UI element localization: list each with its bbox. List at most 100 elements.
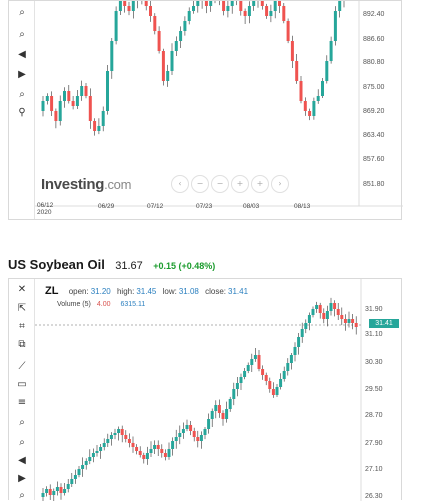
zoom-out-button[interactable]: − [191, 175, 209, 193]
instrument-change: +0.15 (+0.48%) [153, 261, 216, 271]
candle-body [67, 91, 71, 101]
zoom-out-icon[interactable]: ⌕ [19, 29, 25, 40]
candle-body [265, 6, 269, 16]
y-tick-label: 863.40 [363, 132, 385, 139]
candle-body [174, 437, 178, 441]
remove-icon[interactable]: ◀ [18, 49, 26, 60]
remove-icon[interactable]: ◀ [18, 455, 26, 466]
line-icon[interactable]: ⟋ [18, 361, 26, 372]
candle-body [58, 101, 62, 121]
candles-top [41, 1, 345, 136]
candle-body [153, 16, 157, 31]
zoom-out-button[interactable]: − [211, 175, 229, 193]
candle-body [246, 365, 250, 371]
candle-body [286, 363, 290, 371]
volume-label: Volume (5) [57, 301, 91, 308]
candle-body [333, 303, 337, 309]
zoom-in-button[interactable]: + [251, 175, 269, 193]
drawing-icon[interactable]: ⌗ [19, 321, 25, 332]
candle-body [97, 126, 101, 131]
candle-body [322, 313, 326, 319]
candle-body [77, 469, 81, 475]
zoom-icon[interactable]: ⌕ [19, 7, 25, 18]
candle-body [156, 445, 160, 449]
candle-body [311, 309, 315, 315]
candle-body [71, 101, 75, 106]
measure-icon[interactable]: ⌕ [19, 490, 25, 501]
magnet-icon[interactable]: ⚲ [18, 107, 26, 118]
play-icon[interactable]: ▶ [18, 473, 26, 484]
fibonacci-icon[interactable]: ≡ [17, 397, 27, 408]
candle-body [307, 315, 311, 323]
candle-body [106, 439, 110, 443]
ohlc-legend: ZL open: 31.20 high: 31.45 low: 31.08 close… [45, 285, 249, 297]
measure-icon[interactable]: ⌕ [19, 89, 25, 100]
cursor-icon[interactable]: ⇱ [17, 303, 27, 314]
symbol-label: ZL [45, 285, 59, 297]
candle-body [192, 431, 196, 437]
candle-body [84, 461, 88, 465]
zoom-out-icon[interactable]: ⌕ [19, 437, 25, 448]
price-chart-top[interactable]: 892.40 886.60 880.80 875.00 869.20 863.4… [9, 1, 403, 221]
instrument-name[interactable]: US Soybean Oil [8, 257, 105, 272]
candle-body [41, 101, 45, 111]
candle-body [300, 329, 304, 337]
candle-body [179, 31, 183, 41]
candle-body [63, 91, 66, 101]
y-tick-label: 875.00 [363, 84, 385, 91]
candle-body [282, 371, 286, 379]
candle-body [204, 1, 208, 6]
candle-body [196, 1, 200, 6]
candle-body [282, 6, 286, 21]
candle-body [253, 355, 257, 359]
candle-body [170, 51, 174, 71]
play-icon[interactable]: ▶ [18, 69, 26, 80]
candle-body [275, 387, 279, 395]
x-tick-label: 06/29 [98, 203, 115, 210]
zoom-in-button[interactable]: + [231, 175, 249, 193]
y-tick-label: 27.90 [365, 440, 383, 447]
candle-body [123, 1, 127, 6]
y-tick-label: 851.80 [363, 181, 385, 188]
candle-body [127, 439, 131, 443]
chart-panel-top[interactable]: ⌕ ⌕ ◀ ▶ ⌕ ⚲ 892.40 886.60 880.80 875.00 … [8, 0, 403, 221]
candle-body [243, 371, 247, 377]
candle-body [261, 369, 265, 375]
candle-body [124, 435, 128, 439]
candle-body [338, 1, 342, 11]
candle-body [203, 429, 207, 435]
candle-body [135, 447, 139, 451]
scroll-left-icon[interactable]: ‹ [171, 175, 189, 193]
zoom-icon[interactable]: ⌕ [19, 417, 25, 428]
y-tick-label: 26.30 [365, 493, 383, 500]
open-value: 31.20 [90, 287, 111, 296]
candle-body [88, 457, 92, 461]
candle-body [131, 1, 135, 11]
candle-body [271, 389, 275, 395]
candle-body [88, 96, 92, 121]
candle-body [304, 323, 308, 329]
x-tick-label: 08/13 [294, 203, 311, 210]
candle-body [318, 305, 322, 313]
candle-body [113, 433, 117, 435]
scroll-right-icon[interactable]: › [271, 175, 289, 193]
candle-body [308, 111, 312, 116]
rectangle-icon[interactable]: ▭ [17, 379, 27, 390]
candle-body [167, 449, 171, 457]
close-icon[interactable]: ✕ [17, 284, 27, 295]
candle-body [178, 433, 182, 437]
candle-body [286, 21, 290, 41]
candle-body [295, 61, 299, 81]
candle-body [235, 383, 239, 389]
copy-icon[interactable]: ⧉ [18, 339, 26, 350]
candle-body [279, 379, 283, 387]
chart-panel-bottom[interactable]: ✕ ⇱ ⌗ ⧉ ⟋ ▭ ≡ ⌕ ⌕ ◀ ▶ ⌕ 31.90 31.10 30.3… [8, 278, 403, 501]
candle-body [166, 71, 170, 81]
candle-body [210, 411, 214, 419]
candle-body [145, 453, 149, 459]
y-tick-label: 28.70 [365, 412, 383, 419]
candle-body [91, 453, 95, 457]
price-chart-bottom[interactable]: 31.90 31.10 30.30 29.50 28.70 27.90 27.1… [9, 279, 403, 501]
y-tick-label: 880.80 [363, 59, 385, 66]
candle-body [325, 61, 329, 81]
